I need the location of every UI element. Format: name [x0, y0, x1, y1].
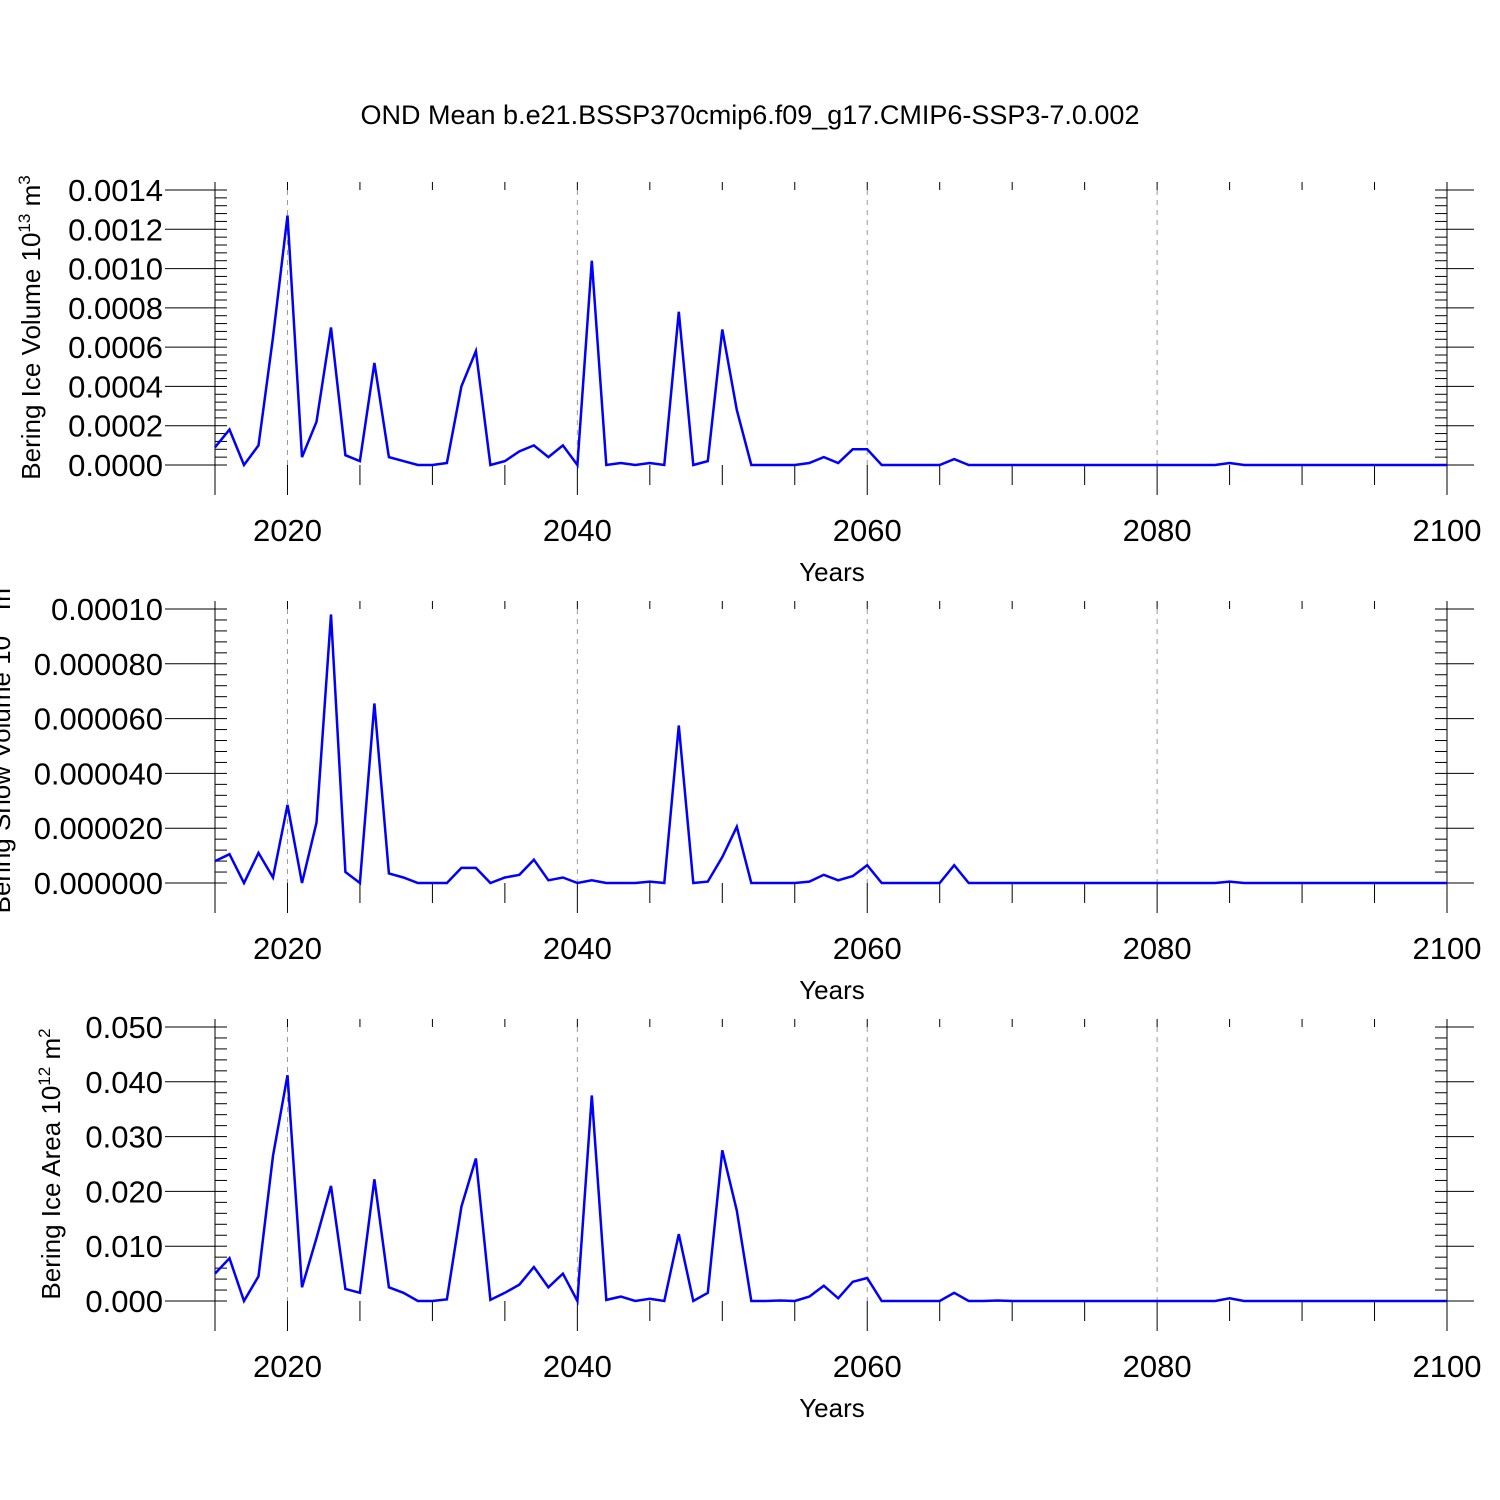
x-tick-label: 2080 [1123, 931, 1192, 966]
y-tick-label: 0.0010 [68, 252, 163, 287]
y-tick-label: 0.000080 [34, 647, 163, 682]
y-tick-label: 0.010 [85, 1229, 163, 1264]
x-tick-label: 2020 [253, 1349, 322, 1384]
x-tick-label: 2100 [1413, 513, 1482, 548]
x-axis-title: Years [799, 557, 865, 587]
y-tick-label: 0.040 [85, 1065, 163, 1100]
chart-panel-3: 0.000 0.010 0.020 0.030 0.040 0.050 2020 2040 20… [35, 1010, 1481, 1423]
x-tick-label: 2080 [1123, 1349, 1192, 1384]
y-tick-label: 0.0012 [68, 212, 163, 247]
x-tick-label: 2060 [833, 513, 902, 548]
x-tick-label: 2060 [833, 1349, 902, 1384]
y-tick-label: 0.050 [85, 1010, 163, 1045]
y-tick-label: 0.030 [85, 1120, 163, 1155]
y-tick-label: 0.0002 [68, 409, 163, 444]
x-tick-label: 2060 [833, 931, 902, 966]
y-tick-label: 0.0004 [68, 369, 163, 404]
x-tick-label: 2040 [543, 513, 612, 548]
chart-panel-2: 0.000000 0.000020 0.000040 0.000060 0.000080… [0, 579, 1481, 1005]
y-tick-label: 0.00010 [51, 592, 163, 627]
y-tick-label: 0.000000 [34, 866, 163, 901]
x-tick-label: 2020 [253, 513, 322, 548]
series-line [214, 215, 1447, 469]
x-axis-title: Years [799, 975, 865, 1005]
series-line [214, 1074, 1447, 1306]
chart-panel-1: 0.0000 0.0002 0.0004 0.0006 0.0008 0.0010 0.00… [15, 173, 1481, 587]
x-tick-label: 2020 [253, 931, 322, 966]
series-line [214, 614, 1447, 886]
y-tick-label: 0.000040 [34, 756, 163, 791]
y-tick-label: 0.0014 [68, 173, 163, 208]
y-axis-title: Bering Ice Volume 1013 m3 [15, 175, 46, 479]
y-axis-title: Bering Snow Volume 1013 m3 [0, 579, 16, 914]
x-axis-title: Years [799, 1393, 865, 1423]
y-tick-label: 0.000 [85, 1284, 163, 1319]
x-tick-label: 2040 [543, 931, 612, 966]
x-tick-label: 2040 [543, 1349, 612, 1384]
y-tick-label: 0.020 [85, 1174, 163, 1209]
x-tick-label: 2100 [1413, 931, 1482, 966]
y-tick-label: 0.000020 [34, 811, 163, 846]
x-tick-label: 2100 [1413, 1349, 1482, 1384]
y-axis-title: Bering Ice Area 1012 m2 [35, 1028, 66, 1299]
y-tick-label: 0.000060 [34, 702, 163, 737]
y-tick-label: 0.0008 [68, 291, 163, 326]
y-tick-label: 0.0006 [68, 330, 163, 365]
x-tick-label: 2080 [1123, 513, 1192, 548]
chart-title: OND Mean b.e21.BSSP370cmip6.f09_g17.CMIP… [360, 100, 1140, 130]
y-tick-label: 0.0000 [68, 448, 163, 483]
